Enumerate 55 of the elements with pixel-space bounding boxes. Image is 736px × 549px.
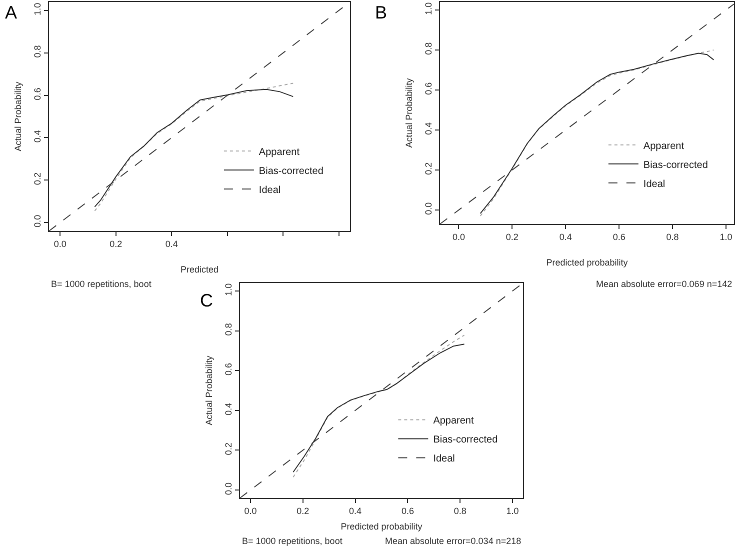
y-tick-label: 0.0 bbox=[223, 482, 234, 495]
legend-label: Ideal bbox=[433, 454, 455, 465]
y-tick-label: 0.6 bbox=[32, 88, 42, 100]
x-axis-title: Predicted probability bbox=[546, 258, 628, 268]
y-tick-label: 0.6 bbox=[423, 82, 434, 95]
x-tick-label: 0.2 bbox=[296, 506, 310, 516]
x-tick-label: 0.4 bbox=[349, 506, 362, 516]
chart-title: A bbox=[5, 2, 18, 22]
x-tick-label: 0.2 bbox=[506, 232, 518, 242]
x-tick-label: 0.0 bbox=[452, 232, 465, 242]
x-tick-label: 1.0 bbox=[506, 506, 519, 516]
chart-title: C bbox=[200, 290, 213, 310]
legend-label: Bias-corrected bbox=[258, 166, 324, 177]
x-tick-label: 0.4 bbox=[559, 232, 572, 242]
text: B= 1000 repetitions, boot bbox=[51, 279, 152, 289]
y-tick-label: 1.0 bbox=[223, 283, 234, 296]
x-tick-label: 0.0 bbox=[244, 506, 257, 516]
chart-title: B bbox=[375, 2, 388, 22]
x-tick-label: 0.8 bbox=[454, 506, 466, 516]
legend-label: Ideal bbox=[258, 184, 281, 196]
x-tick-label: 0.4 bbox=[165, 238, 178, 249]
y-tick-label: 0.6 bbox=[223, 362, 234, 376]
y-tick-label: 0.8 bbox=[223, 323, 234, 336]
x-tick-label: 0.6 bbox=[401, 506, 414, 516]
x-tick-label: 0.2 bbox=[110, 238, 122, 249]
y-tick-label: 0.8 bbox=[32, 45, 42, 58]
x-axis-title: Predicted bbox=[180, 264, 219, 275]
y-tick-label: 0.4 bbox=[32, 130, 42, 143]
y-tick-label: 0.0 bbox=[423, 202, 434, 215]
legend-label: Ideal bbox=[643, 178, 666, 190]
x-tick-label: 0.0 bbox=[54, 238, 66, 249]
legend-label: Bias-corrected bbox=[433, 434, 498, 446]
x-tick-label: 1.0 bbox=[720, 232, 732, 242]
legend-label: Apparent bbox=[433, 416, 474, 427]
legend-label: Apparent bbox=[258, 146, 300, 158]
y-tick-label: 0.2 bbox=[32, 172, 42, 186]
text: Mean absolute error=0.069 n=142 bbox=[596, 279, 732, 289]
y-axis-title: Actual Probability bbox=[404, 78, 414, 148]
y-tick-label: 0.0 bbox=[32, 214, 42, 228]
text: B= 1000 repetitions, boot bbox=[242, 536, 343, 546]
y-tick-label: 0.4 bbox=[223, 402, 234, 416]
x-tick-label: 0.8 bbox=[666, 232, 679, 242]
y-tick-label: 0.8 bbox=[423, 42, 434, 55]
x-axis-title: Predicted probability bbox=[340, 522, 423, 532]
y-tick-label: 0.4 bbox=[423, 122, 434, 135]
y-axis-title: Actual Probability bbox=[204, 355, 214, 426]
y-tick-label: 1.0 bbox=[423, 2, 434, 15]
y-axis-title: Actual Probability bbox=[13, 81, 23, 152]
y-tick-label: 0.2 bbox=[223, 442, 234, 456]
text: Mean absolute error=0.034 n=218 bbox=[385, 536, 522, 546]
y-tick-label: 1.0 bbox=[32, 2, 42, 16]
legend-label: Apparent bbox=[643, 140, 684, 152]
x-tick-label: 0.6 bbox=[612, 232, 626, 242]
y-tick-label: 0.2 bbox=[423, 162, 434, 175]
legend-label: Bias-corrected bbox=[643, 160, 708, 171]
